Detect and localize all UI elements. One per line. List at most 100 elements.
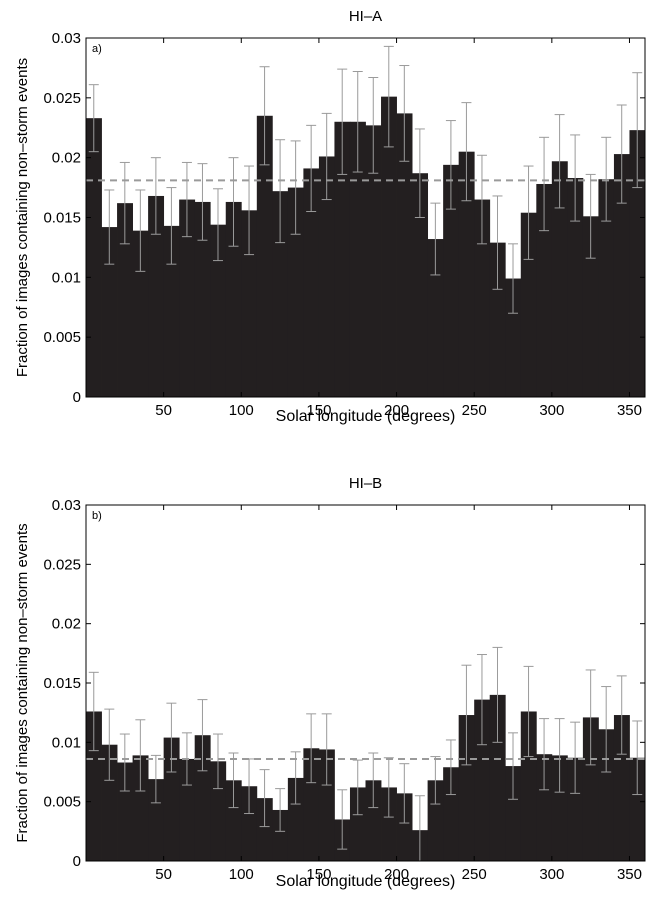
bar <box>117 203 133 397</box>
bar <box>458 151 475 397</box>
error-bar <box>430 202 441 276</box>
error-bar <box>228 157 239 247</box>
bar <box>365 780 382 861</box>
error-bar <box>476 654 487 746</box>
x-tick-label: 100 <box>229 402 254 419</box>
error-bar <box>368 76 379 174</box>
error-bar <box>337 789 348 850</box>
y-tick-label: 0 <box>73 389 81 406</box>
bar <box>179 758 196 861</box>
error-bar <box>104 189 115 265</box>
bar <box>148 195 165 397</box>
error-bar <box>383 45 394 148</box>
x-tick-label: 250 <box>462 402 487 419</box>
x-axis-label: Solar longitude (degrees) <box>276 873 456 890</box>
bar <box>194 201 211 397</box>
error-bar <box>321 112 332 201</box>
error-bar <box>476 154 487 245</box>
error-bar <box>119 733 130 792</box>
y-tick-label: 0 <box>73 853 81 870</box>
bar <box>86 711 102 861</box>
bar <box>520 212 537 397</box>
bar <box>505 766 522 861</box>
bar <box>582 216 599 397</box>
bar <box>536 183 553 397</box>
error-bar <box>585 173 596 259</box>
y-tick-label: 0.01 <box>52 734 81 751</box>
bar <box>272 809 289 861</box>
error-bar <box>508 243 519 314</box>
error-bar <box>430 756 441 805</box>
bar <box>163 737 180 861</box>
bar <box>318 156 335 397</box>
error-bar <box>399 763 410 824</box>
bar <box>381 96 397 397</box>
error-bar <box>352 759 363 816</box>
y-tick-label: 0.01 <box>52 269 81 286</box>
error-bar <box>616 675 627 755</box>
bar <box>629 757 646 861</box>
x-tick-label: 350 <box>617 402 642 419</box>
bar <box>396 793 413 861</box>
error-bar <box>181 161 192 238</box>
y-tick-label: 0.005 <box>43 794 81 811</box>
error-bar <box>570 721 581 794</box>
error-bar <box>337 68 348 175</box>
error-bar <box>461 664 472 766</box>
panel-hi-b: 0 0.005 0.01 0.015 0.02 0.025 0.03 50 100 150 200 2… <box>14 475 646 890</box>
bar <box>381 787 397 861</box>
bar <box>443 767 460 861</box>
error-bar <box>135 719 146 792</box>
bar <box>505 278 522 397</box>
error-bar <box>414 795 425 861</box>
bar <box>256 115 273 397</box>
y-tick-label: 0.03 <box>52 497 81 514</box>
error-bar <box>601 136 612 222</box>
bar <box>629 130 646 397</box>
bar <box>132 230 149 397</box>
error-bar <box>445 739 456 796</box>
bar <box>551 161 568 397</box>
error-bar <box>104 708 115 781</box>
y-axis-label: Fraction of images containing non–storm … <box>14 523 31 842</box>
bar <box>349 121 366 398</box>
bar <box>287 187 304 397</box>
bar <box>334 121 351 398</box>
bar <box>427 239 444 397</box>
error-bar <box>150 157 161 235</box>
chart-title: HI–A <box>349 8 382 25</box>
error-bar <box>570 134 581 222</box>
bar <box>443 164 460 397</box>
error-bar <box>88 671 99 752</box>
bar <box>567 757 584 861</box>
error-bar <box>197 163 208 241</box>
bar <box>225 780 242 861</box>
bar <box>427 780 444 861</box>
y-tick-label: 0.03 <box>52 30 81 47</box>
error-bar <box>135 189 146 272</box>
chart-title: HI–B <box>349 475 382 492</box>
error-bar <box>166 187 177 265</box>
x-tick-label: 100 <box>229 866 254 883</box>
error-bar <box>368 752 379 809</box>
bar <box>551 755 568 861</box>
bar <box>210 224 227 397</box>
panel-hi-a: 0 0.005 0.01 0.015 0.02 0.025 0.03 50 100 150 200 2… <box>14 8 646 425</box>
error-bar <box>321 713 332 786</box>
error-bar <box>492 195 503 290</box>
bar <box>287 777 304 861</box>
bar <box>194 735 211 861</box>
y-axis-label: Fraction of images containing non–storm … <box>14 58 31 377</box>
bar <box>101 227 118 397</box>
error-bar <box>228 752 239 809</box>
y-tick-label: 0.015 <box>43 675 81 692</box>
bar <box>303 748 320 861</box>
panel-label: b) <box>92 510 102 522</box>
y-tick-label: 0.025 <box>43 90 81 107</box>
bar <box>132 755 149 861</box>
error-bar <box>352 71 363 173</box>
error-bar <box>166 702 177 773</box>
y-tick-label: 0.02 <box>52 616 81 633</box>
bar <box>489 694 506 861</box>
